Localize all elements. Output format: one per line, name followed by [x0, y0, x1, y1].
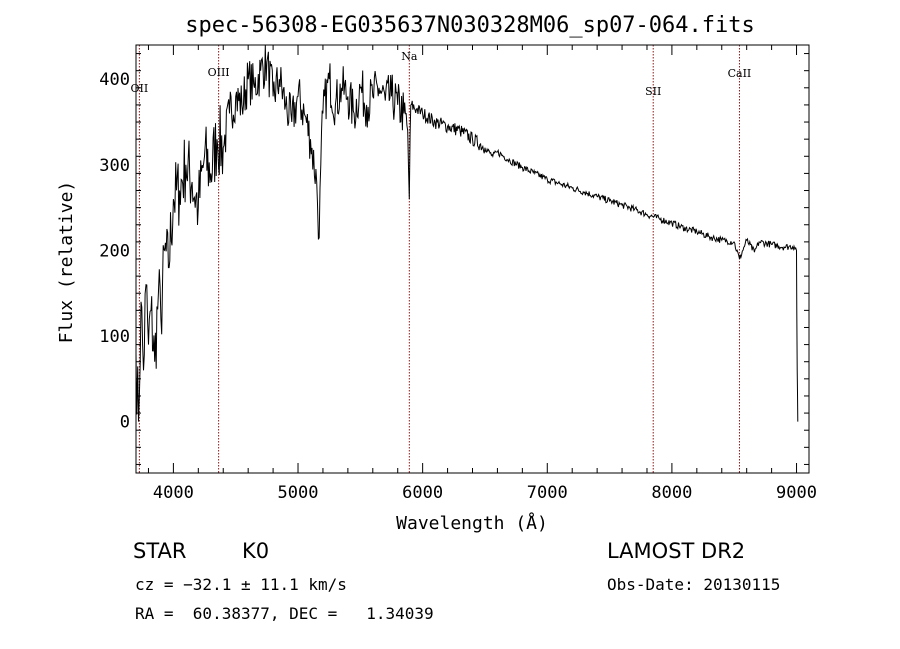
spectral-line-label: Na: [401, 50, 418, 63]
y-tick-label: 200: [99, 241, 130, 261]
y-axis-ticks: 0 100 200 300 400: [99, 53, 809, 465]
spectral-line-label: OIII: [208, 66, 230, 79]
survey-name: LAMOST DR2: [607, 539, 746, 563]
x-tick-label: 9000: [776, 483, 817, 503]
spectral-line-label: SII: [645, 85, 661, 98]
redshift-text: cz = −32.1 ± 11.1 km/s: [135, 575, 347, 594]
x-tick-label: 4000: [153, 483, 194, 503]
y-axis-label: Flux (relative): [56, 181, 77, 344]
obs-date: Obs-Date: 20130115: [607, 575, 781, 594]
x-tick-label: 8000: [651, 483, 692, 503]
x-tick-label: 6000: [402, 483, 443, 503]
spectral-line-markers: OII OIII Na SII CaII: [131, 45, 752, 473]
y-tick-label: 400: [99, 70, 130, 90]
object-type: STAR: [133, 539, 187, 563]
y-tick-label: 0: [120, 413, 130, 433]
y-tick-label: 100: [99, 327, 130, 347]
spectral-line-label: CaII: [728, 67, 752, 80]
spectral-line-label: OII: [131, 82, 149, 95]
x-axis-label: Wavelength (Å): [396, 512, 548, 534]
chart-title: spec-56308-EG035637N030328M06_sp07-064.f…: [185, 13, 755, 38]
x-axis-ticks: 4000 5000 6000 7000 8000 9000: [147, 45, 817, 503]
x-tick-label: 7000: [527, 483, 568, 503]
ra-dec-text: RA = 60.38377, DEC = 1.34039: [135, 604, 434, 623]
spectrum-line: [135, 44, 799, 422]
subclass: K0: [242, 539, 270, 563]
x-tick-label: 5000: [278, 483, 319, 503]
y-tick-label: 300: [99, 156, 130, 176]
